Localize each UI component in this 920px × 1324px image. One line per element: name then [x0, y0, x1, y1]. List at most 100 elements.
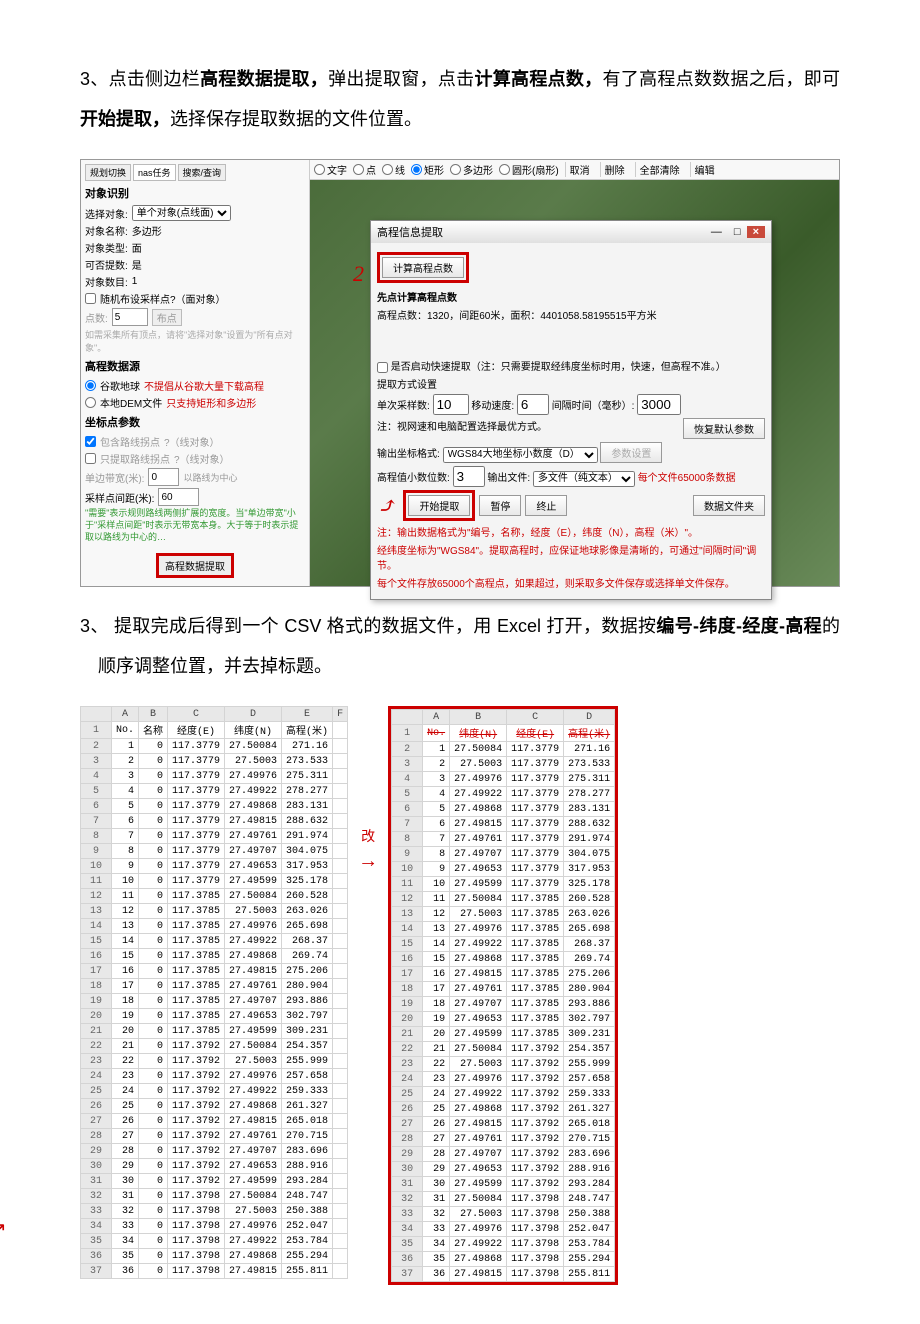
elevation-dialog: 2 高程信息提取 —□× 计算高程点数 先点计算高程点数 高程点数：1320，间… [370, 220, 772, 600]
draw-tool-option[interactable]: 文字 [314, 162, 347, 177]
dialog-title: 高程信息提取 [377, 224, 443, 240]
table-row: 292827.49707117.3792283.696 [392, 1147, 615, 1162]
toolbar-button[interactable]: 取消 [565, 162, 594, 177]
draw-tool-option[interactable]: 圆形(扇形) [499, 162, 559, 177]
table-row: 31300117.379227.49599293.284 [81, 1174, 348, 1189]
table-row: 320117.377927.5003273.533 [81, 754, 348, 769]
table-row: 7627.49815117.3779288.632 [392, 817, 615, 832]
data-folder-button[interactable]: 数据文件夹 [693, 495, 765, 516]
toolbar-button[interactable]: 删除 [600, 162, 629, 177]
paragraph-2: 3、 提取完成后得到一个 CSV 格式的数据文件，用 Excel 打开，数据按编… [80, 607, 840, 686]
sidebar: 规划切换nas任务搜索/查询 对象识别 选择对象:单个对象(点线面)对象名称:多… [81, 160, 310, 586]
table-row: 2127.50084117.3779271.16 [392, 742, 615, 757]
table-row: 282727.49761117.3792270.715 [392, 1132, 615, 1147]
table-row: 242327.49976117.3792257.658 [392, 1072, 615, 1087]
table-left: ABCDEF1No.名称经度(E)纬度(N)高程(米)210117.377927… [80, 706, 348, 1279]
table-row: 870117.377927.49761291.974 [81, 829, 348, 844]
table-row: 15140117.378527.49922268.37 [81, 934, 348, 949]
transform-arrow: 改 → [358, 706, 378, 873]
table-row: 323127.50084117.3798248.747 [392, 1192, 615, 1207]
table-row: 430117.377927.49976275.311 [81, 769, 348, 784]
gap-input[interactable] [158, 488, 199, 506]
table-row: 6527.49868117.3779283.131 [392, 802, 615, 817]
table-row: 540117.377927.49922278.277 [81, 784, 348, 799]
draw-tool-option[interactable]: 点 [353, 162, 376, 177]
table-row: 131227.5003117.3785263.026 [392, 907, 615, 922]
table-row: 18170117.378527.49761280.904 [81, 979, 348, 994]
fast-extract-check[interactable] [377, 362, 388, 373]
table-row: 191827.49707117.3785293.886 [392, 997, 615, 1012]
table-row: 161527.49868117.3785269.74 [392, 952, 615, 967]
output-file-select[interactable]: 多文件（纯文本） [533, 471, 635, 487]
table-row: 363527.49868117.3798255.294 [392, 1252, 615, 1267]
extract-data-button[interactable]: 高程数据提取 [156, 553, 234, 578]
table-row: 21200117.378527.49599309.231 [81, 1024, 348, 1039]
close-icon[interactable]: × [747, 226, 765, 238]
table-row: 11100117.377927.49599325.178 [81, 874, 348, 889]
src-google-radio[interactable] [85, 380, 96, 391]
table-row: 17160117.378527.49815275.206 [81, 964, 348, 979]
table-row: 171627.49815117.3785275.206 [392, 967, 615, 982]
table-row: 201927.49653117.3785302.797 [392, 1012, 615, 1027]
table-row: 4327.49976117.3779275.311 [392, 772, 615, 787]
table-row: 210117.377927.50084271.16 [81, 739, 348, 754]
toolbar-button[interactable]: 全部清除 [635, 162, 684, 177]
table-row: 373627.49815117.3798255.811 [392, 1267, 615, 1282]
table-right: ABCD1No.纬度(N)经度(E)高程(米)2127.50084117.377… [391, 709, 615, 1282]
table-row: 26250117.379227.49868261.327 [81, 1099, 348, 1114]
table-row: 252427.49922117.3792259.333 [392, 1087, 615, 1102]
pause-button[interactable]: 暂停 [479, 495, 521, 516]
table-row: 760117.377927.49815288.632 [81, 814, 348, 829]
table-row: 16150117.378527.49868269.74 [81, 949, 348, 964]
table-row: 30290117.379227.49653288.916 [81, 1159, 348, 1174]
table-row: 8727.49761117.3779291.974 [392, 832, 615, 847]
points-input[interactable] [112, 308, 148, 326]
src-dem-radio[interactable] [85, 397, 96, 408]
table-row: 212027.49599117.3785309.231 [392, 1027, 615, 1042]
tables-comparison: ABCDEF1No.名称经度(E)纬度(N)高程(米)210117.377927… [80, 706, 840, 1285]
calc-points-button[interactable]: 计算高程点数 [382, 257, 464, 278]
start-extract-button[interactable]: 开始提取 [408, 495, 470, 516]
annotation-5: ⤴ [377, 493, 395, 519]
table-row: 181727.49761117.3785280.904 [392, 982, 615, 997]
table-row: 272627.49815117.3792265.018 [392, 1117, 615, 1132]
table-row: 222127.50084117.3792254.357 [392, 1042, 615, 1057]
table-row: 20190117.378527.49653302.797 [81, 1009, 348, 1024]
table-row: 1090117.377927.49653317.953 [81, 859, 348, 874]
section-title: 对象识别 [85, 185, 305, 201]
table-row: 23220117.379227.5003255.999 [81, 1054, 348, 1069]
table-row: 10927.49653117.3779317.953 [392, 862, 615, 877]
annotation-2: 2 [353, 261, 364, 287]
table-row: 343327.49976117.3798252.047 [392, 1222, 615, 1237]
draw-toolbar: 文字 点 线 矩形 多边形 圆形(扇形) 取消删除全部清除编辑 [310, 160, 839, 180]
table-row: 5427.49922117.3779278.277 [392, 787, 615, 802]
table-row: 313027.49599117.3792293.284 [392, 1177, 615, 1192]
stop-button[interactable]: 终止 [525, 495, 567, 516]
table-row: 121127.50084117.3785260.528 [392, 892, 615, 907]
table-row: 19180117.378527.49707293.886 [81, 994, 348, 1009]
table-row: 14130117.378527.49976265.698 [81, 919, 348, 934]
coord-format-select[interactable]: WGS84大地坐标小数度（D） [443, 447, 598, 463]
select-object[interactable]: 单个对象(点线面) [132, 205, 231, 221]
map-area: 文字 点 线 矩形 多边形 圆形(扇形)取消删除全部清除编辑 2 高程信息提取 … [310, 160, 839, 586]
side-tab[interactable]: nas任务 [133, 164, 176, 181]
table-row: 35340117.379827.49922253.784 [81, 1234, 348, 1249]
toolbar-button[interactable]: 编辑 [690, 162, 719, 177]
table-row: 980117.377927.49707304.075 [81, 844, 348, 859]
side-tab[interactable]: 搜索/查询 [178, 164, 227, 181]
side-tab[interactable]: 规划切换 [85, 164, 131, 181]
table-row: 353427.49922117.3798253.784 [392, 1237, 615, 1252]
random-sample-check[interactable] [85, 293, 96, 304]
table-row: 33320117.379827.5003250.388 [81, 1204, 348, 1219]
draw-tool-option[interactable]: 矩形 [411, 162, 444, 177]
reset-params-button[interactable]: 恢复默认参数 [683, 418, 765, 439]
table-row: 13120117.378527.5003263.026 [81, 904, 348, 919]
draw-tool-option[interactable]: 多边形 [450, 162, 493, 177]
draw-tool-option[interactable]: 线 [382, 162, 405, 177]
paragraph-1: 3、点击侧边栏高程数据提取，弹出提取窗，点击计算高程点数，有了高程点数数据之后，… [80, 60, 840, 139]
table-row: 650117.377927.49868283.131 [81, 799, 348, 814]
table-row: 9827.49707117.3779304.075 [392, 847, 615, 862]
table-row: 262527.49868117.3792261.327 [392, 1102, 615, 1117]
arrow-1-icon: ↗ [0, 1217, 7, 1242]
layout-points-btn[interactable]: 布点 [152, 309, 182, 326]
